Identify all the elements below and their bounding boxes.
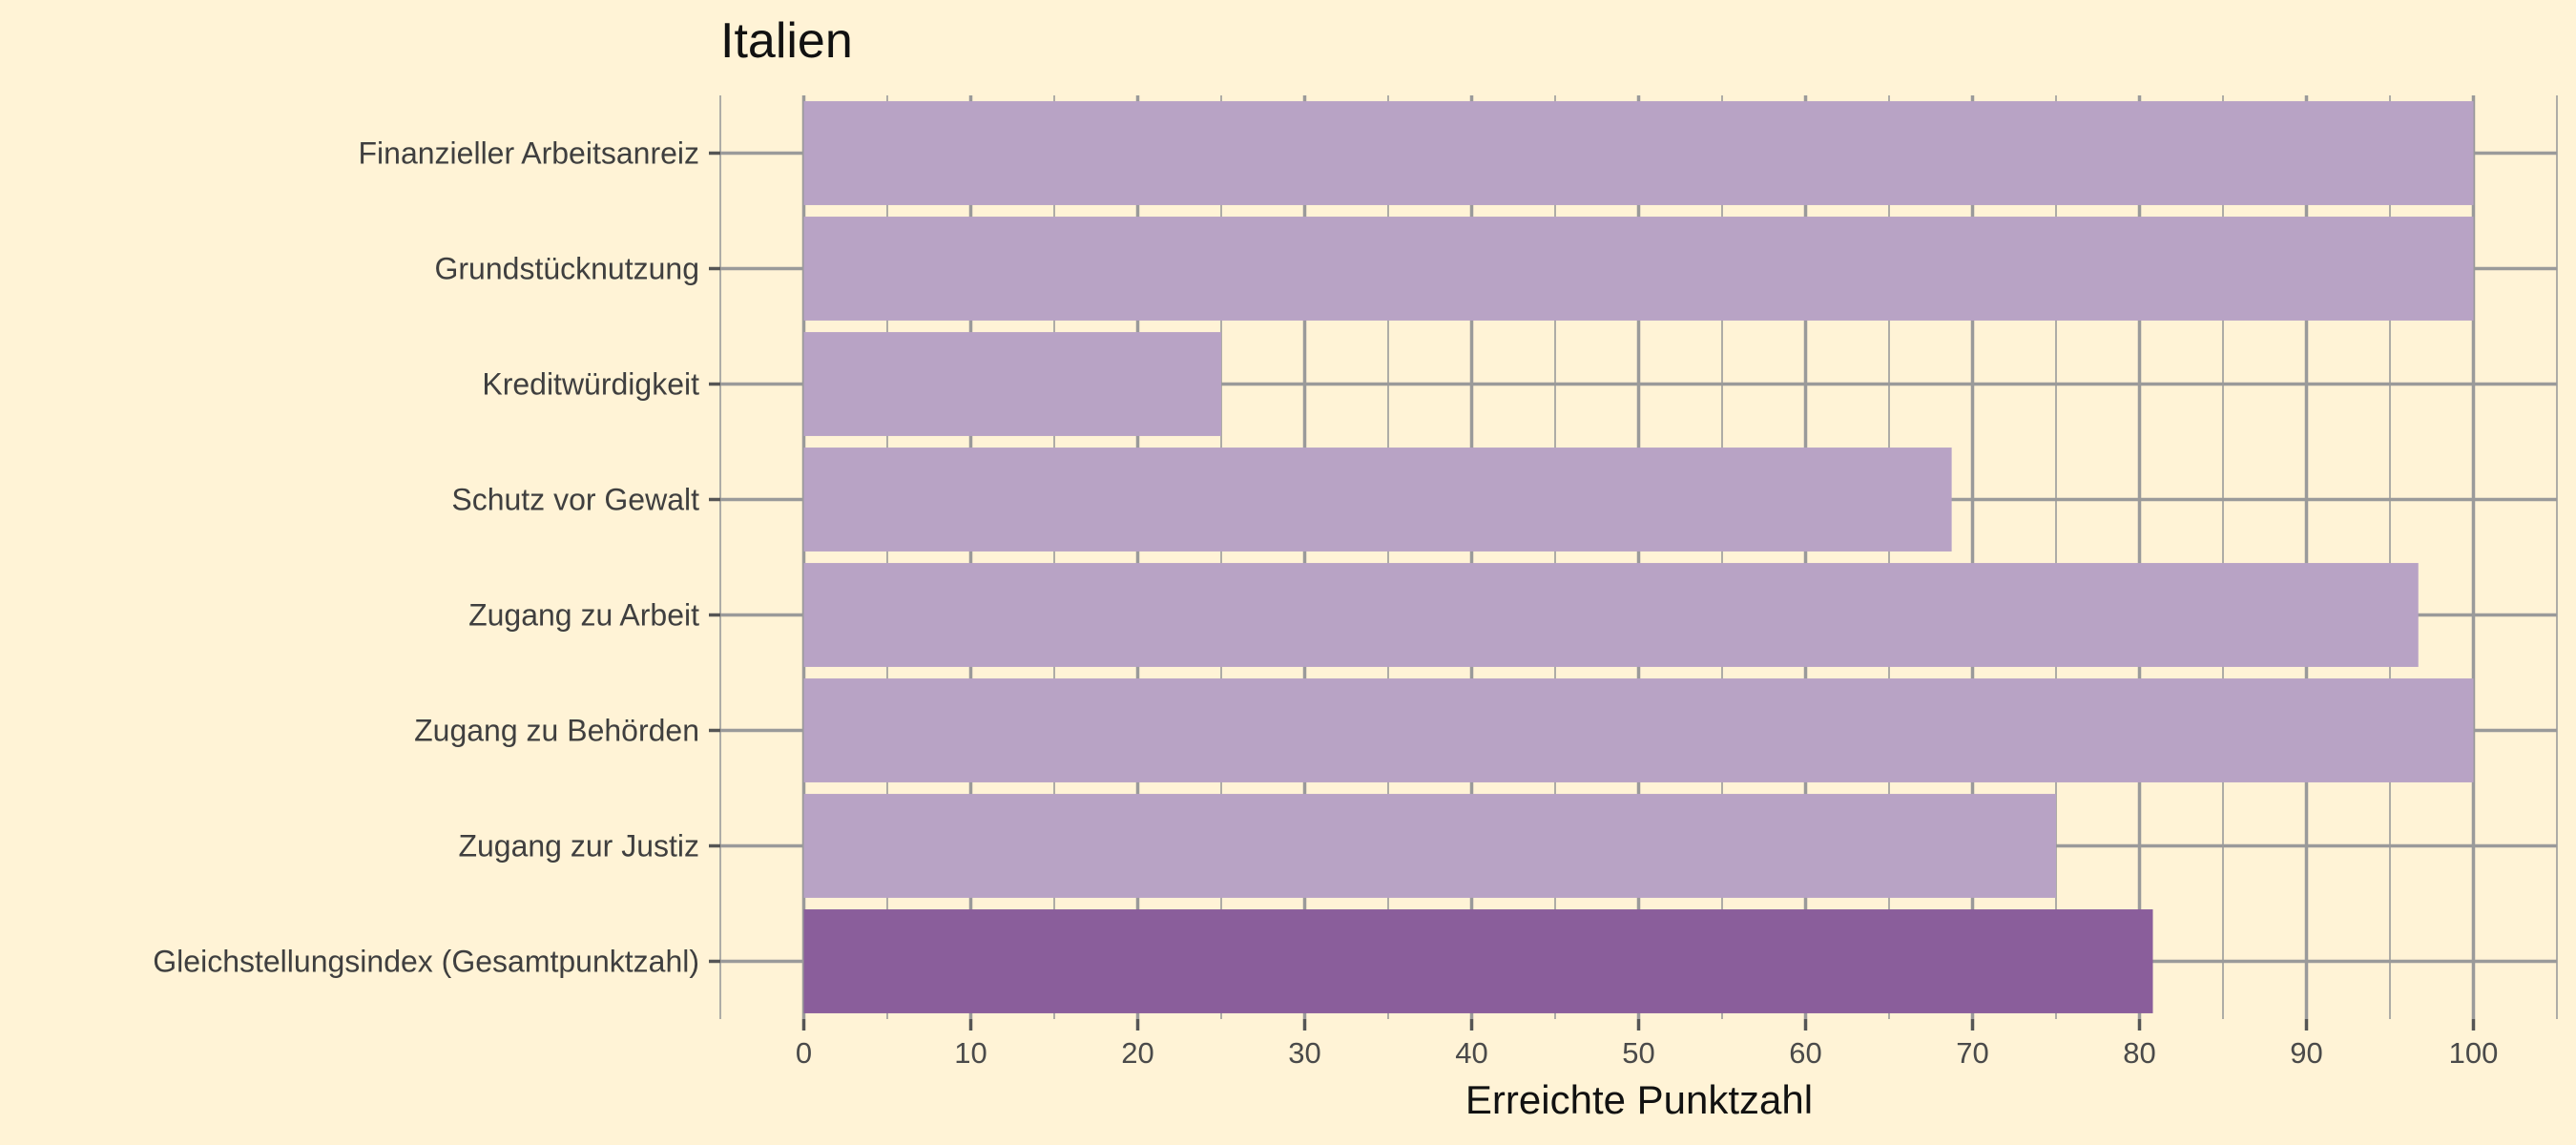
bar <box>803 448 1952 552</box>
x-tick-label: 90 <box>2290 1036 2322 1070</box>
y-tick-label: Zugang zu Behörden <box>414 714 699 748</box>
y-tick-label: Grundstücknutzung <box>435 252 700 286</box>
bar <box>803 794 2056 898</box>
x-tick-label: 100 <box>2449 1036 2499 1070</box>
bar <box>803 101 2474 205</box>
y-tick-label: Schutz vor Gewalt <box>451 483 699 517</box>
x-tick-label: 10 <box>954 1036 987 1070</box>
bar <box>803 332 1221 436</box>
bar <box>803 563 2419 667</box>
bar-total <box>803 909 2153 1013</box>
x-tick-label: 40 <box>1455 1036 1487 1070</box>
y-tick-label: Zugang zur Justiz <box>458 829 699 864</box>
x-tick-label: 30 <box>1288 1036 1320 1070</box>
y-axis: Finanzieller Arbeitsanreiz Grundstücknutz… <box>153 136 720 979</box>
x-tick-label: 70 <box>1956 1036 1988 1070</box>
bar <box>803 678 2474 782</box>
x-tick-label: 0 <box>796 1036 812 1070</box>
x-tick-label: 60 <box>1789 1036 1821 1070</box>
chart-title: Italien <box>720 13 853 69</box>
x-axis-title: Erreichte Punktzahl <box>1465 1077 1813 1122</box>
y-tick-label: Gleichstellungsindex (Gesamtpunktzahl) <box>153 945 699 979</box>
y-tick-label: Kreditwürdigkeit <box>482 367 699 402</box>
x-axis: 0 10 20 30 40 50 60 70 80 90 100 <box>796 1019 2498 1070</box>
x-tick-label: 20 <box>1121 1036 1153 1070</box>
bar <box>803 217 2474 321</box>
x-tick-label: 50 <box>1622 1036 1654 1070</box>
y-tick-label: Zugang zu Arbeit <box>468 598 699 633</box>
x-tick-label: 80 <box>2123 1036 2155 1070</box>
y-tick-label: Finanzieller Arbeitsanreiz <box>359 136 700 171</box>
bars <box>803 101 2474 1013</box>
